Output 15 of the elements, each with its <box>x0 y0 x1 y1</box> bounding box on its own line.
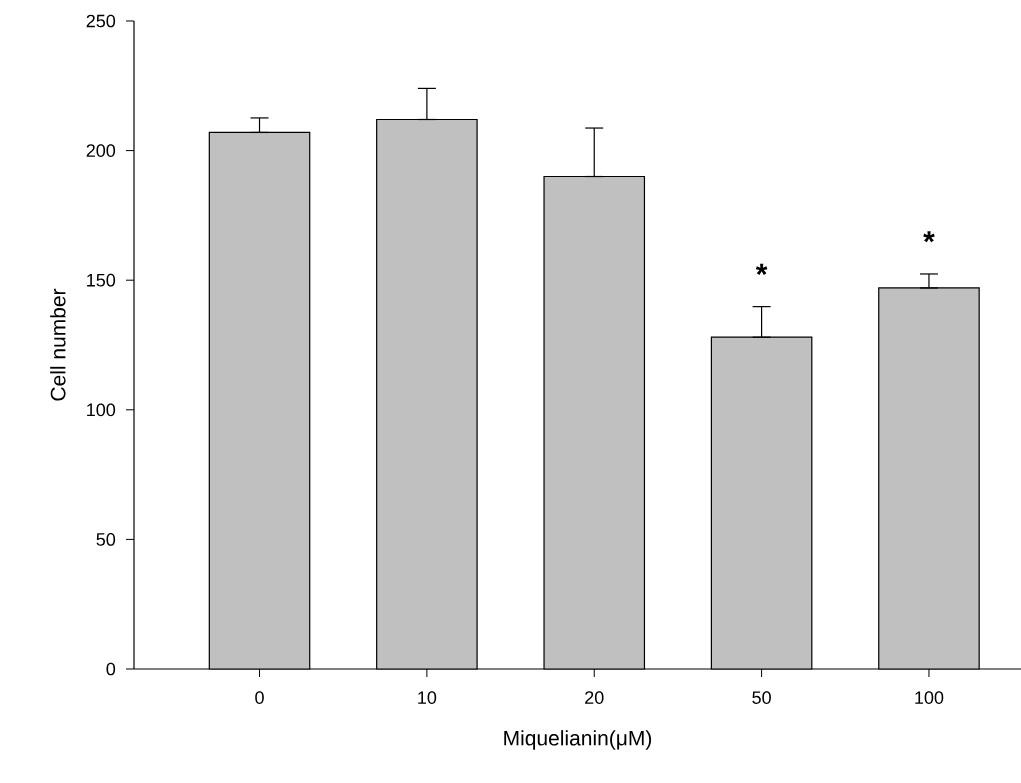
x-tick-label: 20 <box>585 691 604 704</box>
annotation: * <box>923 231 935 243</box>
x-tick-label: 50 <box>752 691 771 704</box>
x-tick-label: 10 <box>418 691 437 704</box>
x-tick-label: 100 <box>915 691 944 704</box>
x-axis-title: Miquelianin(μM) <box>504 730 652 750</box>
y-tick-label: 200 <box>86 144 116 157</box>
x-tick-label: 0 <box>255 691 264 704</box>
annotation: * <box>755 263 768 275</box>
y-axis-title: Cell number <box>50 288 66 401</box>
y-tick-label: 250 <box>86 14 116 28</box>
y-tick-label: 50 <box>96 533 116 546</box>
y-tick-label: 0 <box>106 662 116 676</box>
y-tick-label: 150 <box>87 273 116 287</box>
y-tick-label: 100 <box>87 403 116 417</box>
